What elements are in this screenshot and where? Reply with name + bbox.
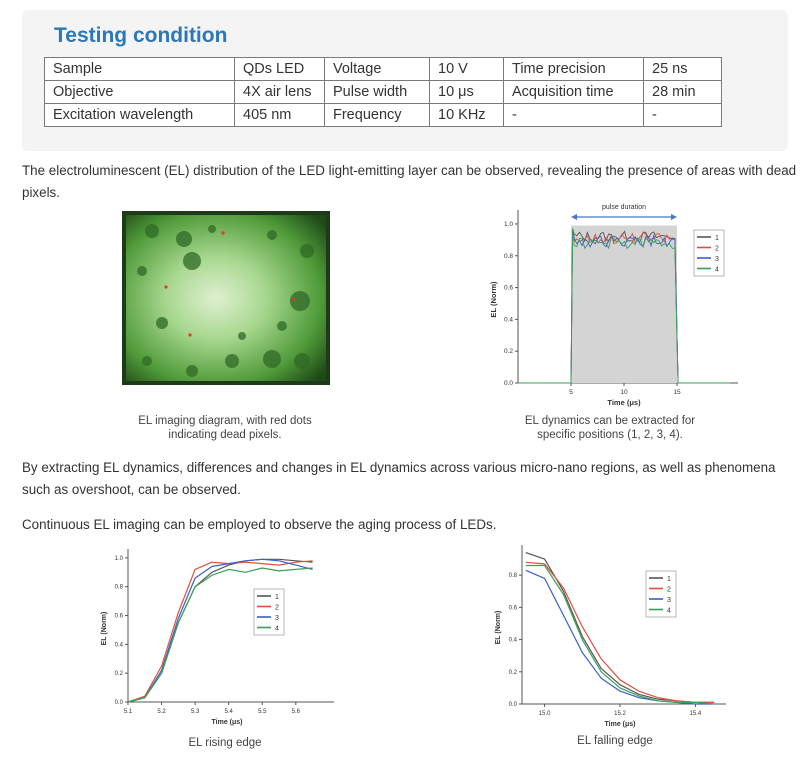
paragraph-el-dynamics: By extracting EL dynamics, differences a… [22, 460, 776, 497]
series-line-2 [525, 561, 715, 703]
chart-falling-edge: 15.0 15.2 15.4 0.0 0.2 0.4 0.6 0.8 Time (μs) EL (… [495, 545, 726, 728]
caption-rising: EL rising edge [188, 737, 262, 749]
series-line-2 [518, 228, 730, 384]
x-tick-label: 15.2 [614, 711, 626, 717]
paragraph-aging: Continuous EL imaging can be employed to… [22, 517, 497, 532]
y-tick-label: 0.2 [509, 670, 518, 676]
table-cell: Time precision [503, 57, 644, 81]
el-imaging-picture [122, 211, 330, 385]
y-tick-label: 1.0 [504, 221, 513, 228]
table-cell: 10 KHz [429, 103, 504, 127]
series-line-3 [127, 558, 313, 703]
y-axis-label: EL (Norm) [489, 281, 498, 318]
x-axis-label: Time (μs) [605, 721, 636, 728]
table-cell: Excitation wavelength [44, 103, 235, 127]
series-line-4 [127, 567, 313, 703]
series-line-4 [525, 564, 715, 705]
chart-rising-edge: 5.1 5.2 5.3 5.4 5.5 5.6 0.0 0.2 0.4 0.6 0.8 1.0 Time… [101, 549, 334, 726]
y-tick-label: 0.4 [509, 638, 518, 644]
x-tick-label: 10 [620, 389, 628, 396]
x-tick-label: 5.2 [157, 709, 166, 715]
table-cell: - [503, 103, 644, 127]
table-cell: Pulse width [324, 80, 430, 104]
legend-label: 1 [275, 594, 279, 601]
y-tick-label: 0.6 [509, 605, 518, 611]
y-axis-label: EL (Norm) [101, 612, 108, 646]
testing-condition-table: Sample QDs LED Voltage 10 V Time precisi… [44, 57, 722, 127]
y-tick-label: 0.6 [504, 285, 513, 292]
table-cell: QDs LED [234, 57, 325, 81]
pulse-arrow-head [671, 214, 677, 220]
chart-el-dynamics: 5 10 15 0.0 0.2 0.4 0.6 0.8 1.0 Time (μs) EL (Norm… [489, 204, 738, 407]
table-row: Objective 4X air lens Pulse width 10 μs … [44, 80, 722, 104]
table-cell: 405 nm [234, 103, 325, 127]
y-tick-label: 0.4 [504, 316, 513, 323]
legend-label: 3 [275, 615, 279, 622]
x-tick-label: 15.4 [690, 711, 702, 717]
legend-label: 4 [715, 267, 719, 274]
y-tick-label: 0.2 [115, 671, 124, 677]
pulse-region [571, 225, 677, 383]
table-row: Sample QDs LED Voltage 10 V Time precisi… [44, 57, 722, 81]
x-tick-label: 5.4 [225, 709, 234, 715]
section-title: Testing condition [54, 24, 228, 47]
pulse-arrow-head [571, 214, 577, 220]
table-cell: 28 min [643, 80, 722, 104]
x-tick-label: 5 [569, 389, 573, 396]
series-line-4 [518, 228, 730, 384]
series-line-2 [127, 560, 313, 703]
legend-label: 3 [667, 597, 671, 604]
legend-label: 2 [275, 605, 279, 612]
y-tick-label: 0.2 [504, 348, 513, 355]
y-tick-label: 0.0 [115, 700, 124, 706]
y-tick-label: 0.6 [115, 614, 124, 620]
y-tick-label: 0.8 [504, 253, 513, 260]
table-cell: Objective [44, 80, 235, 104]
caption-dynamics: EL dynamics can be extracted for specifi… [524, 415, 696, 441]
paragraph-el-distribution: The electroluminescent (EL) distribution… [22, 163, 797, 200]
table-cell: Sample [44, 57, 235, 81]
table-cell: - [643, 103, 722, 127]
x-tick-label: 5.3 [191, 709, 200, 715]
y-axis-label: EL (Norm) [495, 611, 502, 645]
y-tick-label: 0.0 [509, 702, 518, 708]
table-cell: Voltage [324, 57, 430, 81]
y-tick-label: 1.0 [115, 556, 124, 562]
x-tick-label: 5.5 [258, 709, 267, 715]
caption-imaging: EL imaging diagram, with red dots indica… [138, 415, 312, 441]
table-cell: 4X air lens [234, 80, 325, 104]
y-tick-label: 0.4 [115, 642, 124, 648]
legend-label: 4 [275, 626, 279, 633]
table-cell: Acquisition time [503, 80, 644, 104]
table-row: Excitation wavelength 405 nm Frequency 1… [44, 103, 722, 127]
legend-label: 1 [715, 235, 719, 242]
legend-label: 2 [667, 587, 671, 594]
legend-label: 2 [715, 246, 719, 253]
table-cell: 10 V [429, 57, 504, 81]
x-tick-label: 15 [673, 389, 681, 396]
x-tick-label: 15.0 [539, 711, 551, 717]
x-axis-label: Time (μs) [212, 719, 243, 726]
table-cell: Frequency [324, 103, 430, 127]
y-tick-label: 0.8 [115, 585, 124, 591]
x-axis-label: Time (μs) [607, 398, 641, 407]
caption-falling: EL falling edge [577, 735, 653, 747]
table-cell: 25 ns [643, 57, 722, 81]
table-cell: 10 μs [429, 80, 504, 104]
series-line-3 [518, 228, 730, 384]
x-tick-label: 5.6 [292, 709, 301, 715]
x-tick-label: 5.1 [124, 709, 133, 715]
annotation-pulse-duration: pulse duration [602, 204, 646, 211]
legend-label: 3 [715, 256, 719, 263]
y-tick-label: 0.0 [504, 380, 513, 387]
y-tick-label: 0.8 [509, 573, 518, 579]
legend-label: 4 [667, 608, 671, 615]
legend-label: 1 [667, 576, 671, 583]
